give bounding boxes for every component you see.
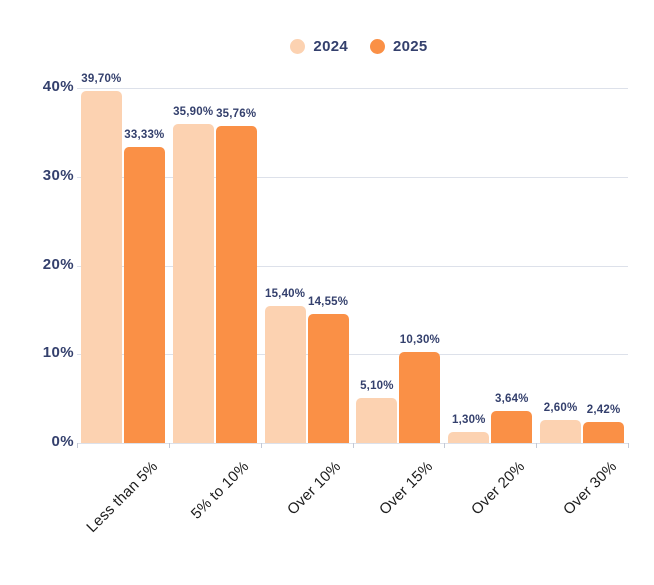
chart-legend: 2024 2025 [0,38,654,55]
bar-value-label: 10,30% [399,333,440,346]
y-axis-tick-label: 0% [51,433,74,450]
bar-2024-5-to-10[interactable] [172,124,214,443]
y-axis-tick-label: 40% [42,78,74,95]
legend-label-2024: 2024 [313,38,348,55]
gridline-20% [77,265,628,267]
category-label: Over 10% [284,458,345,519]
bar-2024-over-20[interactable] [448,431,490,443]
x-axis-tick [536,443,538,448]
y-axis-tick-label: 30% [42,166,74,184]
legend-label-2025: 2025 [393,38,428,55]
y-axis-tick-label: 20% [42,255,74,273]
legend-item-2025[interactable]: 2025 [370,38,428,55]
category-label: Over 20% [468,458,529,519]
bar-value-label: 35,76% [216,107,257,120]
x-axis-tick [168,443,170,448]
bar-2024-over-10[interactable] [264,306,306,443]
bar-value-label: 39,70% [81,72,122,85]
bar-value-label: 33,33% [124,129,165,142]
bar-value-label: 35,90% [173,106,214,119]
legend-swatch-2024-icon [290,39,306,54]
gridline-40% [77,88,628,89]
legend-item-2024[interactable]: 2024 [290,38,348,55]
category-label: Over 30% [559,458,621,519]
x-axis-tick [352,443,354,448]
bar-2025-over-20[interactable] [491,410,533,443]
bar-value-label: 15,40% [264,288,306,301]
x-axis-tick [260,443,262,448]
bar-value-label: 3,64% [494,392,529,405]
category-label: 5% to 10% [188,458,253,523]
bar-2025-5-to-10[interactable] [215,125,257,443]
y-axis-tick-label: 10% [42,344,74,362]
bar-value-label: 5,10% [360,379,394,392]
x-axis-tick [444,443,446,448]
gridline-30% [77,176,628,178]
x-axis-tick [77,443,78,448]
bar-2025-over-10[interactable] [307,313,349,443]
bar-value-label: 2,60% [543,401,578,414]
bar-value-label: 2,42% [586,403,621,416]
bar-2025-less-than-5[interactable] [123,147,165,443]
category-label: Over 15% [376,458,437,519]
legend-swatch-2025-icon [370,39,385,54]
bar-2024-less-than-5[interactable] [80,90,122,443]
gridline-10% [77,354,628,356]
bar-value-label: 1,30% [451,413,486,426]
category-label: Less than 5% [82,458,161,536]
bar-2024-over-30[interactable] [540,419,582,443]
bar-value-label: 14,55% [307,295,349,308]
bar-2025-over-30[interactable] [583,421,625,443]
x-axis-tick [628,443,629,448]
bar-2024-over-15[interactable] [356,397,398,443]
bar-2025-over-15[interactable] [399,351,441,443]
